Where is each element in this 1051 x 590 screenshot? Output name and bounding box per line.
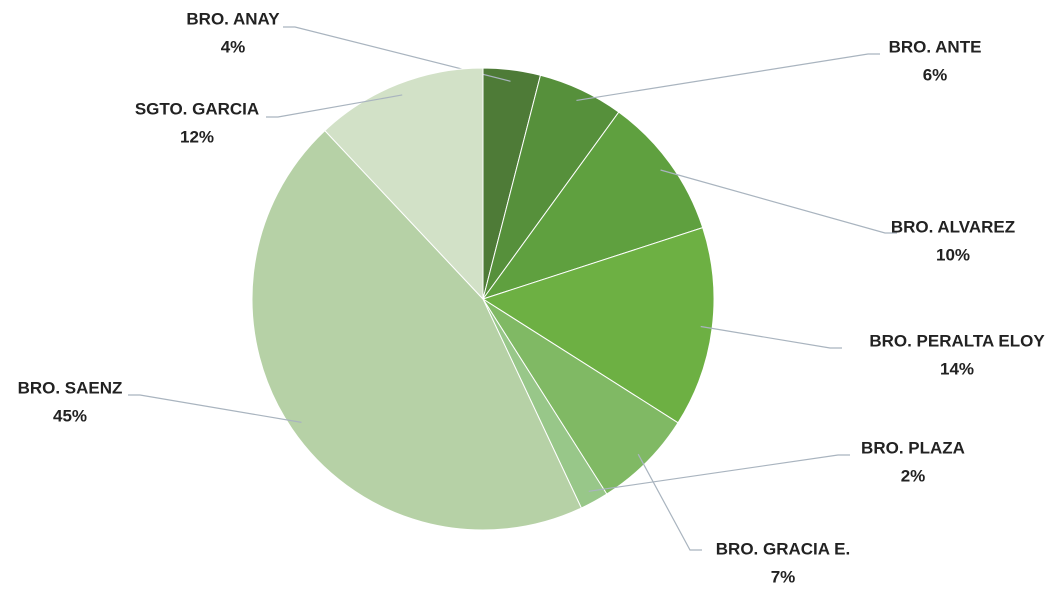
data-label-value: 7% (771, 567, 796, 586)
pie-slice (324, 67, 484, 301)
data-label-name: BRO. PLAZA (861, 438, 965, 457)
leader-line (128, 394, 302, 423)
data-label-value: 12% (180, 127, 214, 146)
leader-line (700, 325, 842, 349)
data-label-value: 6% (923, 65, 948, 84)
pie-slice (481, 111, 704, 300)
data-label-name: BRO. ALVAREZ (891, 217, 1015, 236)
leader-line (266, 94, 403, 118)
pie-slice (482, 298, 679, 495)
data-label-name: BRO. PERALTA ELOY (869, 331, 1045, 350)
data-label-name: BRO. GRACIA E. (716, 539, 850, 558)
data-label-value: 4% (221, 37, 246, 56)
pie-slice (251, 129, 583, 531)
leader-line (637, 453, 702, 551)
leader-line (283, 26, 511, 82)
data-label-value: 10% (936, 245, 970, 264)
leader-line (588, 454, 850, 492)
leader-line (576, 53, 880, 102)
data-label-name: SGTO. GARCIA (135, 99, 259, 118)
data-label-value: 45% (53, 406, 87, 425)
leader-line (660, 169, 897, 234)
data-label-value: 14% (940, 359, 974, 378)
data-label-name: BRO. SAENZ (18, 378, 123, 397)
data-label-name: BRO. ANAY (186, 9, 280, 28)
data-label-name: BRO. ANTE (889, 37, 982, 56)
data-label-value: 2% (901, 466, 926, 485)
